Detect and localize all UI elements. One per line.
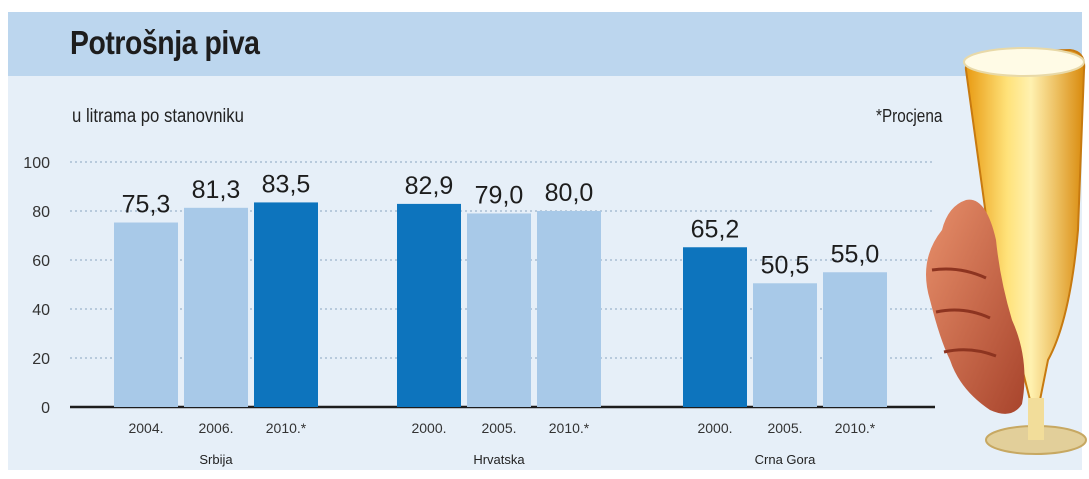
x-tick-label: 2010.* bbox=[549, 420, 590, 436]
data-label: 81,3 bbox=[192, 176, 241, 204]
bar bbox=[114, 222, 178, 407]
data-label: 75,3 bbox=[122, 191, 171, 219]
bar bbox=[184, 207, 248, 407]
x-tick-label: 2006. bbox=[198, 420, 233, 436]
y-tick-label: 0 bbox=[41, 400, 50, 417]
x-tick-label: 2005. bbox=[767, 420, 802, 436]
chart-title: Potrošnja piva bbox=[70, 24, 260, 61]
y-tick-label: 80 bbox=[32, 204, 50, 221]
labels: 0 20 40 60 80 100 75,3 2004. 81,3 2006. 83,5 2010.*… bbox=[23, 155, 879, 467]
x-tick-label: 2010.* bbox=[266, 420, 307, 436]
bar bbox=[537, 211, 601, 407]
bar bbox=[467, 213, 531, 407]
data-label: 65,2 bbox=[691, 215, 740, 243]
x-tick-label: 2004. bbox=[128, 420, 163, 436]
x-tick-label: 2000. bbox=[697, 420, 732, 436]
x-tick-label: 2005. bbox=[481, 420, 516, 436]
estimate-note: *Procjena bbox=[876, 106, 943, 126]
group-label: Hrvatska bbox=[473, 452, 525, 467]
bar bbox=[254, 202, 318, 407]
bar bbox=[753, 283, 817, 407]
title-band bbox=[8, 12, 1082, 76]
beer-glass-icon bbox=[926, 47, 1087, 455]
bar bbox=[823, 272, 887, 407]
y-tick-label: 100 bbox=[23, 155, 50, 172]
x-tick-label: 2000. bbox=[411, 420, 446, 436]
y-tick-label: 60 bbox=[32, 253, 50, 270]
group-label: Crna Gora bbox=[755, 452, 816, 467]
data-label: 55,0 bbox=[831, 240, 880, 268]
data-label: 82,9 bbox=[405, 172, 454, 200]
chart-subtitle: u litrama po stanovniku bbox=[72, 106, 244, 127]
data-label: 80,0 bbox=[545, 179, 594, 207]
group-label: Srbija bbox=[199, 452, 233, 467]
data-label: 79,0 bbox=[475, 181, 524, 209]
y-tick-label: 40 bbox=[32, 302, 50, 319]
x-tick-label: 2010.* bbox=[835, 420, 876, 436]
y-tick-label: 20 bbox=[32, 351, 50, 368]
data-label: 50,5 bbox=[761, 251, 810, 279]
data-label: 83,5 bbox=[262, 170, 311, 198]
bars bbox=[114, 202, 887, 407]
bar bbox=[397, 203, 461, 407]
bar bbox=[683, 247, 747, 407]
